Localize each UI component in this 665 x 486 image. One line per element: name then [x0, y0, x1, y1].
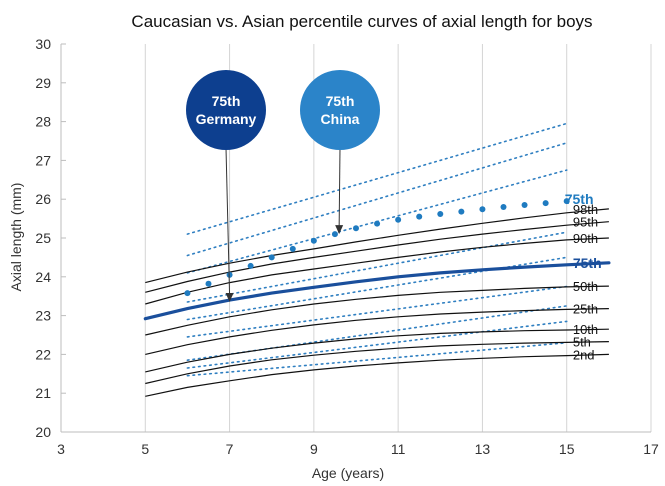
annotation-arrowhead [335, 225, 344, 235]
annotation-arrowhead [225, 293, 234, 303]
caucasian-curves [143, 208, 611, 397]
percentile-curve-98th [145, 208, 609, 284]
y-tick-label: 23 [35, 308, 51, 324]
axes [60, 43, 651, 433]
y-tick-label: 27 [35, 152, 51, 168]
china-75th-point [331, 231, 338, 238]
x-tick-labels: 3 5 7 9 11 13 15 17 [57, 441, 659, 457]
asian-dotted-curve [186, 342, 568, 377]
china-75th-point [542, 200, 549, 207]
annotations: 75th Germany 75th China [186, 70, 380, 303]
china-75th-point [205, 280, 212, 287]
china-75th-point [563, 198, 570, 205]
percentile-label-90th: 90th [573, 231, 598, 246]
y-tick-label: 26 [35, 191, 51, 207]
china-75th-point [268, 254, 275, 261]
china-75th-point [479, 206, 486, 213]
percentile-label-95th: 95th [573, 215, 598, 230]
china-75th-point [395, 216, 402, 223]
germany-75th-curve [143, 261, 611, 321]
percentile-curve-2nd [145, 353, 609, 397]
x-tick-label: 3 [57, 441, 65, 457]
x-tick-label: 15 [559, 441, 575, 457]
y-tick-labels: 20 21 22 23 24 25 26 27 28 29 30 [35, 36, 51, 440]
china-75th-label: 75th [565, 191, 594, 207]
percentile-curve-90th [145, 237, 609, 305]
y-tick-label: 25 [35, 230, 51, 246]
y-tick-label: 21 [35, 385, 51, 401]
china-75th-point [374, 220, 381, 227]
annotation-line2: Germany [196, 111, 257, 127]
annotation-bubble [300, 70, 380, 150]
asian-dotted-curve [186, 231, 568, 303]
annotation-line2: China [321, 111, 360, 127]
percentile-label-5th: 5th [573, 335, 591, 350]
asian-dotted-curve [186, 122, 568, 235]
percentile-label-98th: 98th [573, 202, 598, 217]
y-axis-label: Axial length (mm) [8, 183, 24, 292]
percentile-curve-25th [145, 308, 609, 355]
y-tick-label: 28 [35, 114, 51, 130]
percentile-label-2nd: 2nd [573, 347, 595, 362]
x-tick-label: 7 [226, 441, 234, 457]
china-75th-point [310, 237, 317, 244]
percentile-curve-10th [145, 328, 609, 373]
x-tick-label: 5 [141, 441, 149, 457]
x-tick-label: 17 [643, 441, 659, 457]
annotation-line1: 75th [212, 93, 241, 109]
asian-dotted-curve [186, 285, 568, 338]
chart-title: Caucasian vs. Asian percentile curves of… [131, 12, 592, 31]
asian-dotted-curve [186, 142, 568, 257]
china-75th-point [184, 290, 191, 297]
percentile-label-50th: 50th [573, 279, 598, 294]
china-75th-point [416, 213, 423, 220]
asian-dotted-curve [186, 320, 568, 369]
china-75th-point [289, 245, 296, 252]
x-tick-label: 9 [310, 441, 318, 457]
percentile-label-10th: 10th [573, 322, 598, 337]
annotation-bubble [186, 70, 266, 150]
percentile-curve-5th [145, 341, 609, 385]
china-75th-point [353, 225, 359, 232]
x-tick-label: 13 [475, 441, 491, 457]
annotation-arrow-line [225, 147, 231, 296]
china-75th-point [458, 208, 465, 215]
annotation-arrow-line [338, 147, 341, 228]
china-75th-point [247, 262, 254, 269]
percentile-label-25th: 25th [573, 302, 598, 317]
y-tick-label: 24 [35, 269, 51, 285]
percentile-curve-95th [145, 221, 609, 293]
y-tick-label: 20 [35, 424, 51, 440]
annotation-line1: 75th [326, 93, 355, 109]
x-axis-label: Age (years) [312, 465, 384, 481]
china-75th-point [521, 202, 528, 209]
percentile-curve-50th [145, 285, 609, 336]
x-tick-label: 11 [391, 441, 406, 457]
china-75th-curve [184, 198, 570, 297]
y-tick-label: 30 [35, 36, 51, 52]
y-tick-label: 29 [35, 75, 51, 91]
china-75th-point [500, 203, 507, 210]
china-75th-point [437, 210, 444, 217]
germany-75th-label: 75th [573, 255, 602, 271]
y-tick-label: 22 [35, 346, 51, 362]
